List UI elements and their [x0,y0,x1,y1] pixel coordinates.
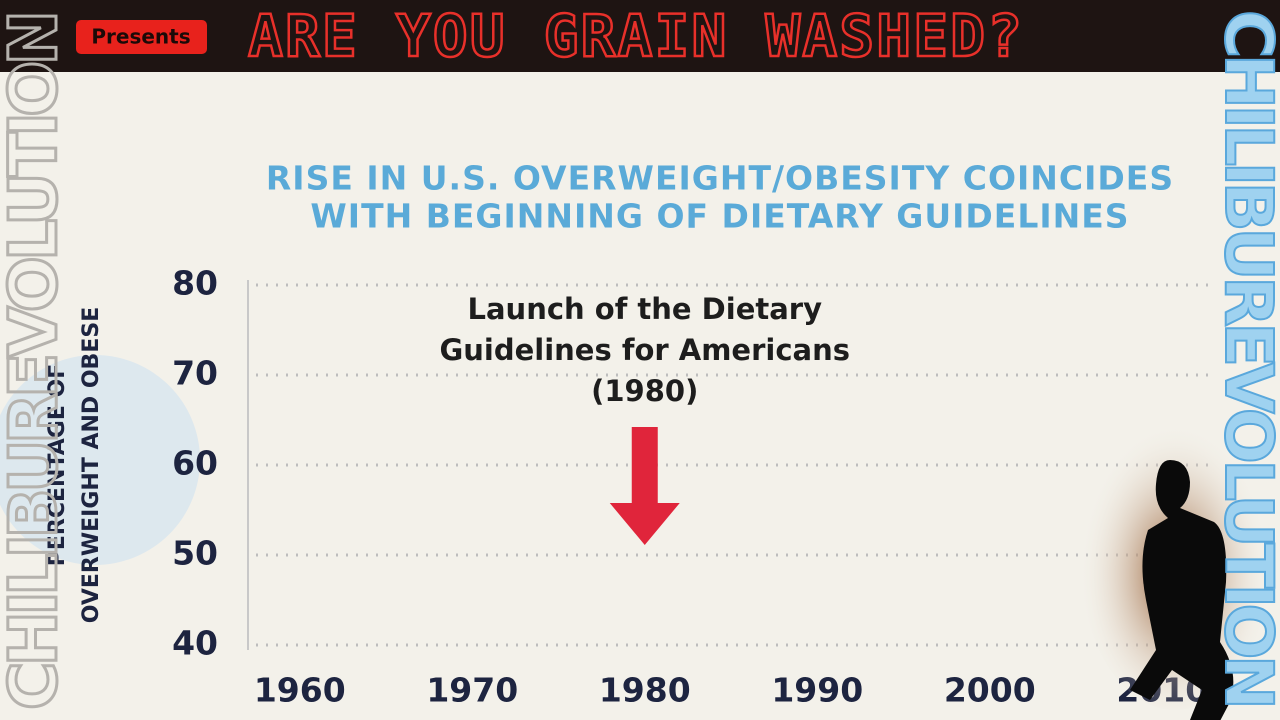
presents-badge [76,20,207,54]
y-tick-label: 60 [172,444,218,483]
y-tick-label: 40 [172,624,218,663]
x-tick-label: 1960 [254,671,346,710]
chart-title: WITH BEGINNING OF DIETARY GUIDELINES [310,197,1129,236]
x-tick-label: 1990 [771,671,863,710]
annotation: (1980) [591,374,698,408]
annotation: Launch of the Dietary [468,292,823,326]
silhouette [1130,460,1234,720]
backdrop-circle [0,355,200,565]
headline: ARE YOU GRAIN WASHED? [248,2,1028,70]
y-tick-label: 50 [172,534,218,573]
x-tick-label: 2000 [944,671,1036,710]
x-tick-label: 1970 [426,671,518,710]
watermark-right: CHILIBUREVOLUTION [1210,10,1280,710]
x-tick-label: 1980 [599,671,691,710]
annotation: Guidelines for Americans [439,333,850,367]
annotation-arrow [609,427,680,545]
y-axis-label: OVERWEIGHT AND OBESE [79,307,104,623]
y-axis-label: PERCENTAGE OF [45,364,70,566]
presents: Presents [91,25,190,49]
top-bar [0,0,1280,72]
y-tick-label: 80 [172,264,218,303]
y-tick-label: 70 [172,354,218,393]
watermark-left: CHILIBUREVOLUTION [0,10,72,710]
chart: RISE IN U.S. OVERWEIGHT/OBESITY COINCIDE… [45,159,1214,710]
chart-title: RISE IN U.S. OVERWEIGHT/OBESITY COINCIDE… [266,159,1174,198]
